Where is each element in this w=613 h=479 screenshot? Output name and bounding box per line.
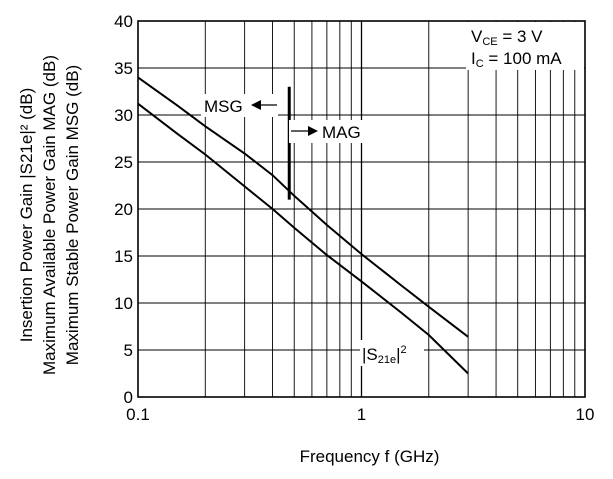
y-axis-title-line: Maximum Stable Power Gain MSG (dB): [63, 65, 82, 365]
conditions-box-background: [466, 22, 584, 70]
y-tick-label: 20: [114, 200, 133, 219]
mag-arrow-head: [308, 126, 318, 136]
s21-curve-label: |S21e|2: [362, 344, 407, 366]
x-tick-label: 1: [357, 405, 366, 424]
y-tick-label: 10: [114, 294, 133, 313]
msg-arrow-head: [251, 100, 261, 110]
y-tick-label: 15: [114, 247, 133, 266]
y-tick-label: 40: [114, 12, 133, 31]
tick-labels: 0 5 10 15 20 25 30 35 40 0.1 1 10: [114, 12, 594, 424]
x-tick-label: 0.1: [126, 405, 150, 424]
annotations: MSG MAG |S21e|2 VCE = 3 V IC = 100 mA: [201, 22, 584, 366]
y-tick-label: 35: [114, 59, 133, 78]
curves: [137, 76, 469, 375]
y-tick-label: 25: [114, 153, 133, 172]
y-axis-title-line: Insertion Power Gain |S21e|² (dB): [17, 88, 36, 343]
msg-mag-curve: [137, 76, 469, 338]
y-axis-title: Insertion Power Gain |S21e|² (dB) Maximum…: [17, 55, 82, 375]
plot-frame: [137, 20, 586, 398]
s21-label-background: [360, 340, 424, 366]
x-axis-title: Frequency f (GHz): [300, 447, 440, 466]
y-tick-label: 0: [124, 388, 133, 407]
condition-ic: IC = 100 mA: [471, 49, 562, 70]
y-axis-title-line: Maximum Available Power Gain MAG (dB): [40, 55, 59, 375]
msg-label: MSG: [204, 97, 243, 116]
mag-label: MAG: [322, 123, 361, 142]
y-tick-label: 5: [124, 341, 133, 360]
msg-label-background: [201, 94, 278, 117]
y-tick-label: 30: [114, 106, 133, 125]
s21-curve: [137, 102, 469, 375]
condition-vce: VCE = 3 V: [471, 27, 543, 48]
mag-label-background: [289, 120, 373, 143]
x-tick-label: 10: [576, 405, 595, 424]
